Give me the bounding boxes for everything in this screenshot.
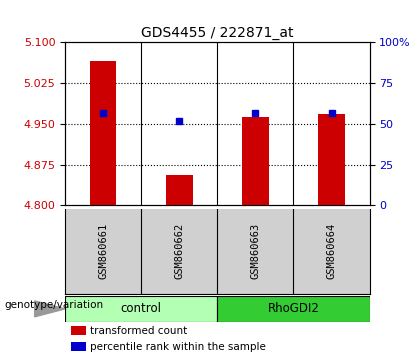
Bar [318, 114, 345, 205]
Text: GSM860663: GSM860663 [250, 223, 260, 279]
Text: GSM860662: GSM860662 [174, 223, 184, 279]
Text: percentile rank within the sample: percentile rank within the sample [90, 342, 266, 352]
Bar [71, 342, 86, 351]
Text: GSM860661: GSM860661 [98, 223, 108, 279]
Bar [218, 296, 370, 322]
Text: GSM860664: GSM860664 [326, 223, 336, 279]
Bar [242, 117, 269, 205]
Bar [90, 62, 116, 205]
Bar [65, 296, 218, 322]
Polygon shape [34, 301, 65, 317]
Title: GDS4455 / 222871_at: GDS4455 / 222871_at [141, 26, 294, 40]
Text: genotype/variation: genotype/variation [4, 300, 103, 310]
Bar [71, 326, 86, 335]
Text: RhoGDI2: RhoGDI2 [268, 302, 320, 315]
Text: transformed count: transformed count [90, 326, 188, 336]
Bar [166, 175, 193, 205]
Text: control: control [121, 302, 162, 315]
